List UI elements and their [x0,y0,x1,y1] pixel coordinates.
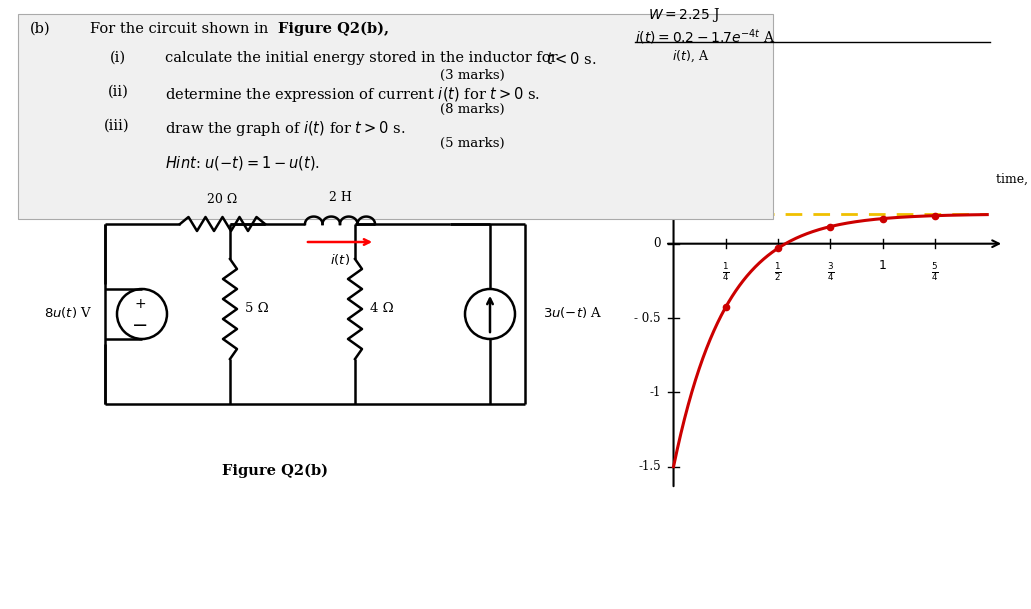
Text: - 0.5: - 0.5 [634,312,661,325]
Text: 4 Ω: 4 Ω [370,303,394,315]
Text: (5 marks): (5 marks) [440,137,504,150]
Text: -1.5: -1.5 [638,460,661,473]
Text: (3 marks): (3 marks) [440,69,505,82]
Text: $\frac{5}{4}$: $\frac{5}{4}$ [931,261,939,283]
Text: (b): (b) [30,22,51,36]
Text: $\frac{3}{4}$: $\frac{3}{4}$ [827,261,834,283]
Text: $8u(t)$ V: $8u(t)$ V [44,304,92,320]
Text: determine the expression of current $i(t)$ for $t > 0$ s.: determine the expression of current $i(t… [165,85,540,104]
FancyBboxPatch shape [18,14,773,219]
Text: −: − [132,315,148,334]
Text: $i(t)$: $i(t)$ [330,252,350,267]
Text: $\frac{1}{2}$: $\frac{1}{2}$ [774,261,781,283]
Text: For the circuit shown in: For the circuit shown in [90,22,273,36]
Text: 0.5: 0.5 [642,163,661,176]
Text: $W = 2.25$ J: $W = 2.25$ J [648,6,721,24]
Text: $3u(-t)$ A: $3u(-t)$ A [543,304,602,320]
Text: $i(t) = 0.2 - 1.7e^{-4t}$ A: $i(t) = 0.2 - 1.7e^{-4t}$ A [635,27,775,47]
Text: (i): (i) [110,51,126,65]
Text: $\frac{1}{4}$: $\frac{1}{4}$ [722,261,730,283]
Text: (8 marks): (8 marks) [440,103,504,116]
Text: 1: 1 [878,259,887,272]
Text: time, s: time, s [996,172,1031,186]
Text: Figure Q2(b),: Figure Q2(b), [278,22,389,37]
Text: 5 Ω: 5 Ω [245,303,269,315]
Text: $t < 0$ s.: $t < 0$ s. [546,51,596,67]
Text: $\mathit{Hint}$: $u(-t) = 1 - u(t)$.: $\mathit{Hint}$: $u(-t) = 1 - u(t)$. [165,154,321,172]
Text: 0.2: 0.2 [642,208,661,220]
Text: -1: -1 [650,386,661,399]
Text: calculate the initial energy stored in the inductor for: calculate the initial energy stored in t… [165,51,562,65]
Text: 2 H: 2 H [329,191,352,204]
Text: 0: 0 [654,237,661,250]
Text: +: + [134,297,145,311]
Text: 20 Ω: 20 Ω [207,193,237,206]
Text: $i(t)$, A: $i(t)$, A [672,49,709,65]
Text: Figure Q2(b): Figure Q2(b) [222,464,328,479]
Text: (iii): (iii) [104,119,130,133]
Text: (ii): (ii) [108,85,129,99]
Text: draw the graph of $i(t)$ for $t > 0$ s.: draw the graph of $i(t)$ for $t > 0$ s. [165,119,405,138]
